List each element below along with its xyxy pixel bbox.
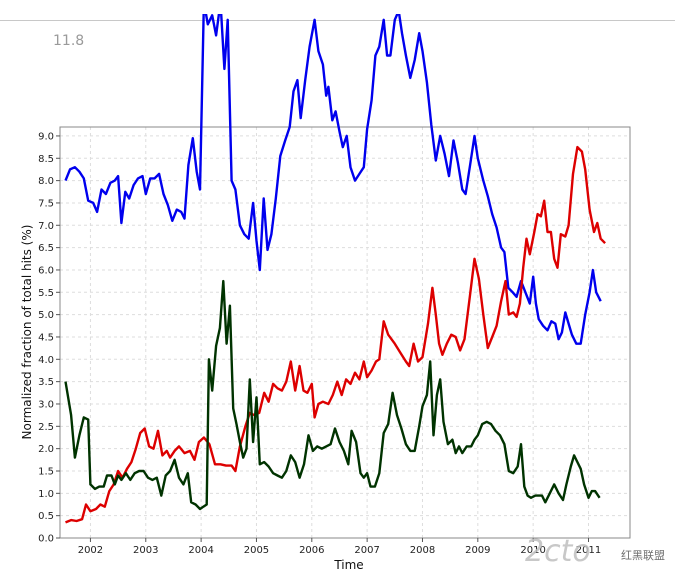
y-tick-label: 6.0 [38, 265, 54, 276]
top-divider [0, 20, 675, 21]
y-tick-label: 7.5 [38, 198, 54, 209]
x-axis-ticks: 2002 2003 2004 2005 2006 2007 2008 2009 2010 2011 [78, 538, 601, 556]
x-tick-label: 2009 [465, 545, 490, 556]
x-tick-label: 2004 [188, 545, 213, 556]
y-tick-label: 6.5 [38, 243, 54, 254]
watermark-logo: 2cto 红黑联盟 [525, 534, 665, 569]
y-tick-label: 5.5 [38, 288, 54, 299]
y-tick-label: 1.0 [38, 489, 54, 500]
y-axis-title: Normalized fraction of total hits (%) [20, 225, 34, 440]
y-tick-label: 4.0 [38, 355, 54, 366]
x-tick-label: 2008 [410, 545, 435, 556]
page-number-label: 11.8 [53, 33, 85, 49]
series-line-2 [65, 145, 606, 524]
x-tick-label: 2010 [520, 545, 545, 556]
series-layer [64, 14, 606, 524]
y-tick-label: 9.0 [38, 131, 54, 142]
x-axis-title: Time [333, 558, 363, 572]
y-axis-ticks: 0.0 0.5 1.0 1.5 2.0 2.5 3.0 3.5 4.0 4.5 5.0 5.5 6.0 6… [38, 131, 60, 545]
x-tick-label: 2006 [299, 545, 324, 556]
y-tick-label: 2.5 [38, 422, 54, 433]
y-tick-label: 4.5 [38, 332, 54, 343]
x-tick-label: 2007 [354, 545, 379, 556]
y-tick-label: 8.5 [38, 154, 54, 165]
y-tick-label: 3.0 [38, 399, 54, 410]
y-tick-label: 2.0 [38, 444, 54, 455]
y-tick-label: 1.5 [38, 466, 54, 477]
series-line-1 [64, 14, 602, 345]
chart-grid [60, 127, 630, 539]
series-line-3 [64, 279, 601, 511]
y-tick-label: 8.0 [38, 176, 54, 187]
x-tick-label: 2002 [78, 545, 103, 556]
y-tick-label: 3.5 [38, 377, 54, 388]
y-tick-label: 0.5 [38, 511, 54, 522]
y-tick-label: 7.0 [38, 221, 54, 232]
x-tick-label: 2011 [576, 545, 601, 556]
plot-area-frame [59, 126, 631, 539]
x-tick-label: 2003 [133, 545, 158, 556]
watermark-text: 红黑联盟 [621, 549, 665, 562]
y-tick-label: 5.0 [38, 310, 54, 321]
watermark-glyphs: 2cto [525, 534, 591, 569]
x-tick-label: 2005 [244, 545, 269, 556]
y-tick-label: 0.0 [38, 534, 54, 545]
